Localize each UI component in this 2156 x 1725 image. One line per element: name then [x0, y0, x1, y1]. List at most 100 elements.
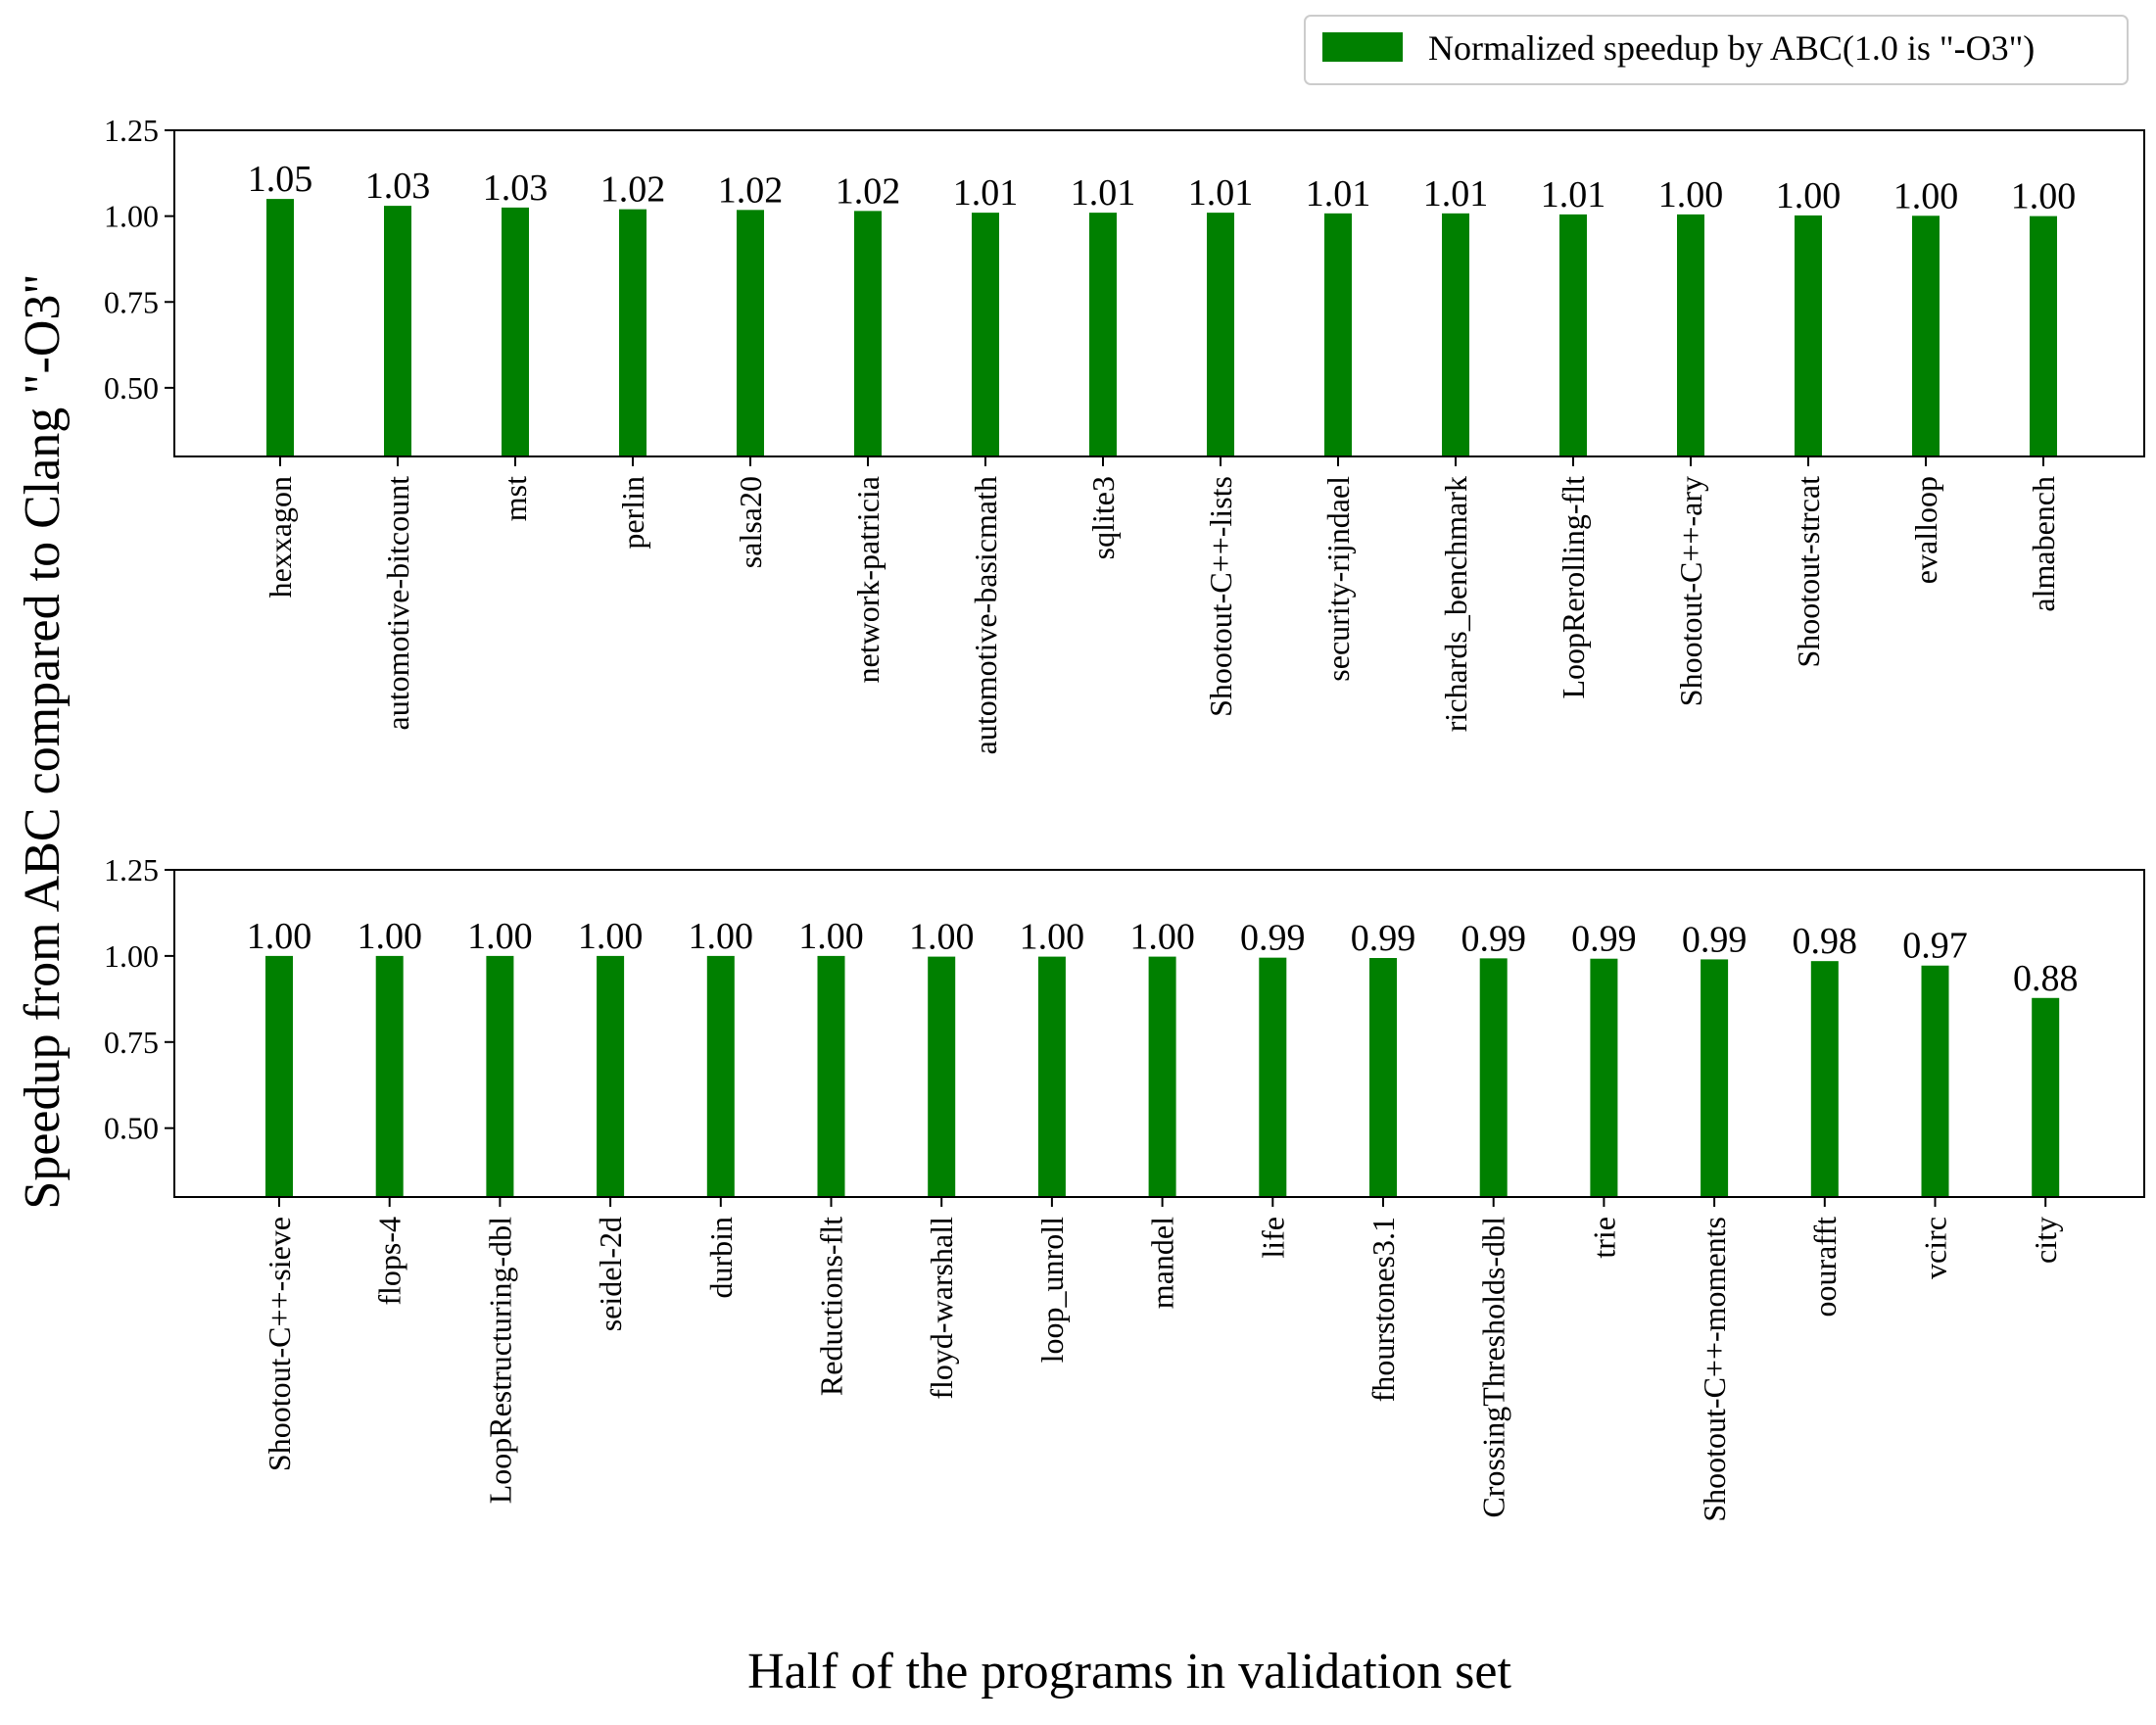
x-tick-label: automotive-basicmath [968, 476, 1003, 754]
y-tick-label: 0.50 [104, 370, 159, 406]
legend-box [1304, 15, 2129, 85]
bar [375, 955, 404, 1197]
bar [1442, 213, 1469, 456]
bar-value-label: 1.00 [909, 917, 975, 958]
x-tick-label: LoopRestructuring-dbl [482, 1217, 517, 1504]
x-tick-label: almabench [2026, 476, 2061, 612]
x-tick-label: automotive-bitcount [380, 476, 415, 731]
x-tick-label: richards_benchmark [1438, 476, 1473, 732]
y-tick-label: 1.00 [104, 199, 159, 234]
x-tick-label: flops-4 [372, 1217, 407, 1306]
bar-value-label: 1.05 [248, 159, 313, 200]
bar-value-label: 1.00 [1020, 917, 1085, 958]
bar-value-label: 1.03 [483, 168, 549, 209]
x-tick-label: life [1255, 1217, 1290, 1259]
x-tick-label: Reductions-flt [814, 1217, 849, 1396]
x-tick-label: perlin [615, 476, 650, 550]
bar [619, 209, 647, 456]
x-tick-label: Shootout-C++-sieve [262, 1217, 297, 1471]
bar [1701, 959, 1729, 1197]
x-tick-label: durbin [703, 1217, 739, 1299]
bar-value-label: 1.01 [1188, 172, 1254, 214]
y-tick-label: 1.25 [104, 852, 159, 887]
bar [597, 955, 625, 1197]
bar [1148, 956, 1176, 1197]
bar-value-label: 1.00 [578, 916, 644, 957]
x-tick-label: floyd-warshall [924, 1217, 959, 1400]
bar-value-label: 0.97 [1902, 926, 1968, 967]
bar-value-label: 1.01 [1423, 173, 1489, 215]
bar [817, 955, 845, 1197]
x-tick-label: oourafft [1807, 1217, 1843, 1318]
bar [1369, 958, 1397, 1197]
plot-frame [173, 869, 2145, 1198]
bar [928, 956, 956, 1197]
bar-value-label: 1.00 [357, 916, 422, 957]
bar-value-label: 1.02 [600, 169, 666, 211]
y-tick-label: 1.00 [104, 938, 159, 974]
x-tick-label: Shootout-C++-moments [1697, 1217, 1732, 1522]
bar-value-label: 1.00 [1893, 175, 1959, 216]
bar [1037, 956, 1066, 1197]
bar [854, 211, 882, 456]
x-tick-label: hexxagon [263, 476, 298, 598]
bar [1921, 965, 1949, 1197]
x-tick-label: fhourstones3.1 [1365, 1217, 1401, 1402]
x-tick-label: evalloop [1908, 476, 1943, 584]
x-tick-label: loop_unroll [1034, 1217, 1070, 1363]
bar-value-label: 1.01 [1306, 173, 1371, 215]
bar-value-label: 1.02 [836, 170, 901, 212]
bar-value-label: 1.00 [247, 916, 312, 957]
bar [1912, 216, 1940, 456]
bar [1207, 213, 1234, 456]
bar [1259, 957, 1287, 1197]
bar-value-label: 0.99 [1682, 919, 1748, 960]
bar [265, 955, 293, 1197]
x-tick-label: seidel-2d [593, 1217, 628, 1331]
bar [1810, 961, 1839, 1197]
bar [266, 199, 294, 456]
bar [486, 955, 514, 1197]
bar [1559, 214, 1587, 456]
bar-value-label: 0.99 [1571, 919, 1637, 960]
y-axis-label: Speedup from ABC compared to Clang "-O3" [15, 273, 71, 1209]
x-tick-label: mandel [1145, 1217, 1180, 1309]
chart-panel-1: 0.50 0.75 1.00 1.25 1.05 hexxagon 1.03 automoti… [104, 113, 2145, 754]
bar [1479, 958, 1508, 1197]
x-tick-label: network-patricia [850, 476, 886, 683]
bar-value-label: 0.99 [1240, 918, 1306, 959]
x-tick-label: sqlite3 [1085, 476, 1121, 559]
bar [1590, 958, 1618, 1197]
bar-value-label: 0.88 [2013, 958, 2079, 999]
legend-swatch [1322, 32, 1403, 62]
y-tick-label: 0.75 [104, 284, 159, 319]
bar-value-label: 1.00 [1129, 917, 1195, 958]
x-tick-label: LoopRerolling-flt [1556, 476, 1591, 699]
bar-value-label: 1.00 [689, 916, 754, 957]
x-tick-label: salsa20 [733, 476, 768, 568]
chart-panel-2: 0.50 0.75 1.00 1.25 1.00 Shootout-C++-sieve 1.… [104, 852, 2145, 1522]
x-tick-label: trie [1586, 1217, 1621, 1259]
x-tick-label: vcirc [1918, 1217, 1953, 1279]
bar-value-label: 1.01 [1071, 172, 1136, 214]
bar [1324, 213, 1352, 456]
bar [2032, 997, 2060, 1197]
legend: Normalized speedup by ABC(1.0 is "-O3") [1304, 15, 2129, 85]
bar [1795, 215, 1822, 456]
x-tick-label: Shootout-C++-lists [1203, 476, 1238, 717]
bar-value-label: 1.01 [1541, 174, 1606, 216]
x-tick-label: Shootout-C++-ary [1673, 476, 1708, 706]
bar-value-label: 0.98 [1793, 921, 1858, 962]
bar [2030, 216, 2057, 456]
bar [502, 207, 529, 456]
legend-label: Normalized speedup by ABC(1.0 is "-O3") [1428, 28, 2035, 68]
chart-panels: 0.50 0.75 1.00 1.25 1.05 hexxagon 1.03 automoti… [104, 113, 2145, 1522]
bar-value-label: 0.99 [1461, 918, 1526, 959]
bar-value-label: 1.00 [2011, 176, 2077, 217]
bar [1677, 214, 1704, 456]
bar-value-label: 1.00 [798, 916, 864, 957]
y-tick-label: 0.75 [104, 1025, 159, 1060]
y-tick-label: 0.50 [104, 1111, 159, 1146]
bar [1089, 213, 1117, 456]
